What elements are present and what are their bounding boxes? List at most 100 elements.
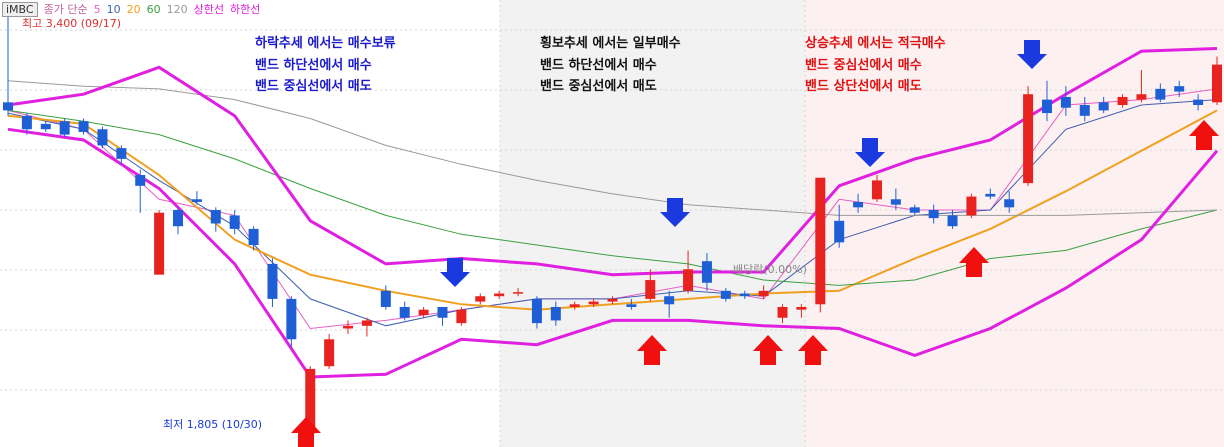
legend-entry: 하한선 — [229, 3, 261, 16]
candle-body — [1041, 99, 1052, 114]
candle-body — [1212, 64, 1222, 103]
annotation-line: 횡보추세 에서는 일부매수 — [540, 36, 681, 51]
candle-body — [286, 298, 297, 340]
candle-body — [116, 148, 127, 159]
legend-entry: 20 — [126, 2, 141, 16]
candle-body — [947, 215, 958, 227]
candle-body — [456, 309, 467, 324]
candle-body — [513, 292, 524, 294]
candle-body — [758, 290, 769, 297]
indicator-line — [7, 127, 1219, 379]
candle-body — [154, 212, 165, 275]
candle-body — [135, 175, 146, 186]
annotation-line: 밴드 하단선에서 매수 — [540, 57, 657, 73]
indicator-line — [7, 109, 1218, 286]
legend-entry: 5 — [93, 2, 101, 16]
candle-body — [569, 304, 580, 307]
signal-arrows — [291, 40, 1219, 447]
low-label: 최저 1,805 (10/30) — [163, 418, 262, 431]
high-label: 최고 3,400 (09/17) — [22, 17, 121, 30]
candle-body — [1193, 99, 1204, 106]
event-label: 배당락(0.00%) — [733, 263, 807, 276]
candle-body — [1174, 86, 1185, 92]
candle-body — [494, 293, 505, 297]
candle-body — [21, 115, 32, 130]
candle-body — [834, 220, 845, 243]
candle-body — [1023, 94, 1034, 184]
candle-body — [909, 207, 920, 213]
candle-body — [796, 306, 807, 310]
symbol[interactable]: iMBC — [2, 1, 38, 17]
candle-body — [1004, 199, 1015, 208]
candle-body — [59, 121, 70, 135]
candle-body — [871, 180, 882, 200]
candle-body — [1155, 88, 1166, 100]
candle-body — [739, 293, 750, 297]
candle-body — [248, 228, 259, 246]
candle-body — [267, 263, 278, 299]
candle-body — [40, 123, 51, 130]
candle-body — [1079, 105, 1090, 116]
candle-body — [645, 280, 656, 299]
indicator-line — [7, 109, 1218, 311]
candle-body — [550, 306, 561, 321]
candle-body — [928, 210, 939, 219]
candle-body — [966, 196, 977, 216]
legend-entry: 60 — [146, 2, 161, 16]
candle-body — [343, 325, 354, 329]
legend-entry: 120 — [166, 2, 188, 16]
annotation-line: 상승추세 에서는 적극매수 — [805, 36, 946, 51]
candle-body — [305, 368, 316, 434]
candle-body — [1098, 102, 1109, 111]
candle-body — [853, 201, 864, 208]
annotation-line: 밴드 중심선에서 매수 — [805, 57, 922, 73]
candle-body — [701, 261, 712, 283]
candle-body — [437, 306, 448, 318]
legend-prefix: 종가 단순 — [43, 3, 88, 16]
candle-body — [626, 304, 637, 307]
candle-body — [890, 199, 901, 205]
candle-body — [97, 129, 108, 146]
candle-body — [418, 309, 429, 316]
candle-body — [78, 121, 89, 132]
candle-body — [815, 177, 826, 305]
candle-body — [399, 306, 410, 318]
annotation-line: 하락추세 에서는 매수보류 — [255, 36, 396, 51]
candle-body — [324, 339, 335, 367]
candle-body — [607, 298, 618, 302]
candle-body — [1060, 96, 1071, 108]
candle-body — [475, 296, 486, 302]
candle-body — [588, 301, 599, 305]
candle-body — [720, 290, 731, 299]
zone-down — [0, 0, 500, 447]
indicator-line — [7, 47, 1218, 277]
annotation-line: 밴드 중심선에서 매도 — [540, 79, 657, 94]
candle-body — [229, 215, 240, 229]
indicator-line — [7, 80, 1218, 216]
candle-body — [683, 269, 694, 291]
annotation-line: 밴드 중심선에서 매도 — [255, 79, 372, 94]
candle-body — [985, 193, 996, 197]
legend-entry: 상한선 — [193, 3, 224, 16]
candle-body — [173, 210, 184, 227]
candle-body — [210, 210, 221, 224]
candle-body — [3, 102, 13, 111]
annotation-line: 밴드 하단선에서 매수 — [255, 57, 372, 73]
candle-body — [664, 296, 675, 305]
zone-flat — [500, 0, 805, 447]
legend-entry: 10 — [106, 2, 121, 16]
legend: iMBC 종가 단순 5 10 20 60 120 상한선 하한선 — [2, 1, 260, 17]
candle-body — [361, 320, 372, 326]
annotation-line: 밴드 상단선에서 매도 — [805, 79, 922, 94]
candle-body — [191, 199, 202, 202]
candle-body — [1117, 96, 1128, 106]
candle-body — [380, 290, 391, 307]
candle-body — [777, 306, 788, 318]
candle-body — [1136, 94, 1147, 100]
